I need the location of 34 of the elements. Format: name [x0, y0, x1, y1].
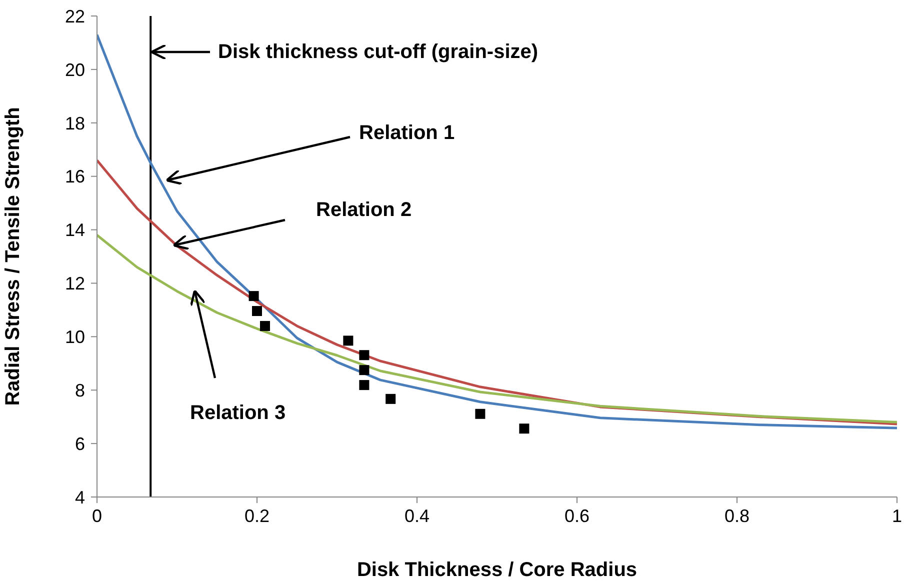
x-axis-title: Disk Thickness / Core Radius — [356, 559, 638, 581]
x-tick-label: 0 — [92, 506, 102, 526]
line-series — [97, 33, 897, 430]
point — [386, 394, 396, 404]
y-tick-label: 22 — [64, 6, 85, 26]
point — [359, 380, 370, 390]
point — [519, 424, 530, 434]
point — [343, 336, 354, 346]
y-tick-label: 16 — [64, 166, 85, 187]
point — [359, 365, 370, 376]
y-tick-label: 12 — [64, 274, 85, 294]
annotation: Relation 1 — [359, 122, 455, 144]
y-axis-title: Radial Stress / Tensile Strength — [2, 107, 24, 406]
x-tick-label: 0.2 — [244, 506, 270, 526]
y-tick-label: 6 — [74, 434, 85, 454]
y-tick-label: 4 — [74, 487, 85, 508]
x-tick-label: 0.4 — [404, 506, 430, 526]
y-tick-label: 20 — [64, 60, 85, 80]
point — [359, 350, 370, 360]
y-tick-label: 10 — [64, 327, 85, 348]
annotation: Disk thickness cut-off (grain-size) — [218, 41, 538, 63]
x-tick-label: 1 — [892, 506, 902, 526]
point — [475, 408, 486, 419]
point — [248, 291, 259, 302]
y-tick-label: 18 — [64, 113, 85, 134]
line-series — [97, 234, 897, 424]
y-tick-label: 14 — [64, 220, 85, 240]
x-tick-label: 0.8 — [724, 506, 750, 526]
annotation: Relation 2 — [316, 199, 412, 221]
x-tick-label: 0.6 — [564, 506, 590, 526]
y-tick-label: 8 — [74, 380, 85, 400]
point — [252, 306, 262, 316]
point — [260, 320, 270, 331]
annotation: Relation 3 — [190, 402, 286, 424]
